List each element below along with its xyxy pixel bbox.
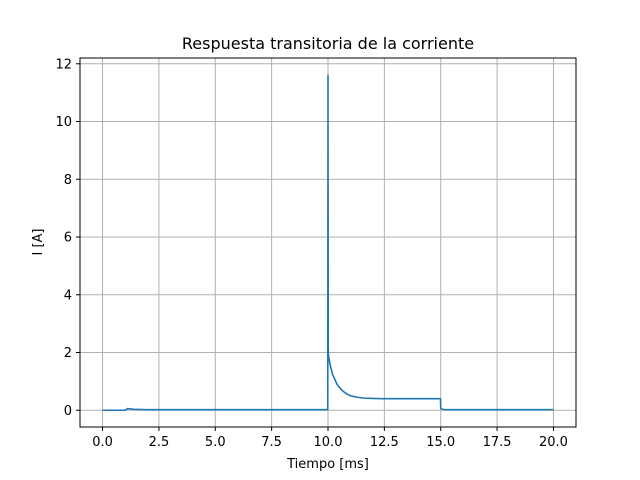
x-tick-label: 0.0 [92, 435, 113, 450]
y-ticks: 0 2 4 6 8 10 12 [55, 57, 80, 419]
y-tick-label: 6 [64, 231, 72, 246]
series-layer [102, 74, 554, 412]
x-tick-label: 10.0 [314, 435, 343, 450]
x-tick-label: 15.0 [426, 435, 455, 450]
x-tick-label: 2.5 [149, 435, 170, 450]
x-ticks: 0.0 2.5 5.0 7.5 10.0 12.5 15.0 17.5 20.0 [92, 427, 568, 450]
x-tick-label: 7.5 [261, 435, 282, 450]
x-tick-label: 5.0 [205, 435, 226, 450]
y-tick-label: 12 [55, 57, 72, 72]
y-tick-label: 8 [64, 173, 72, 188]
y-tick-label: 0 [64, 404, 72, 419]
x-tick-label: 17.5 [483, 435, 512, 450]
x-axis-label: Tiempo [ms] [286, 457, 369, 472]
x-tick-label: 20.0 [539, 435, 568, 450]
x-tick-label: 12.5 [370, 435, 399, 450]
plot-area: 0.0 2.5 5.0 7.5 10.0 12.5 15.0 17.5 20.0 0 2 4 6 8 10… [55, 57, 577, 450]
y-tick-label: 2 [64, 346, 72, 361]
series-line [102, 74, 554, 412]
chart-title: Respuesta transitoria de la corriente [182, 34, 474, 53]
y-tick-label: 10 [55, 115, 72, 130]
y-tick-label: 4 [64, 288, 72, 303]
y-axis-label: I [A] [31, 228, 46, 255]
